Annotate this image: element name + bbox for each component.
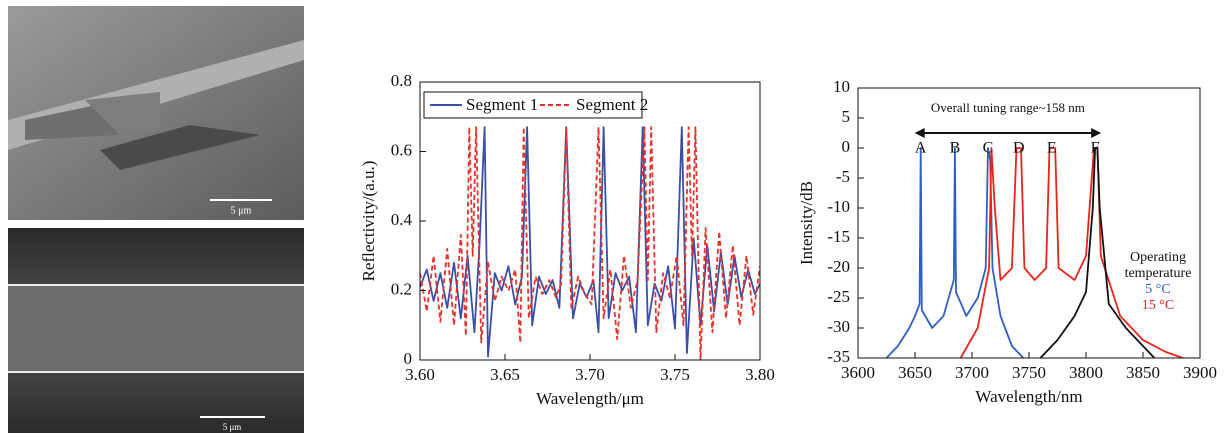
x-tick-label: 3750 <box>1012 363 1046 382</box>
arrow-head <box>1091 128 1102 138</box>
y-tick-label: 0.4 <box>391 210 413 229</box>
arrow-head <box>914 128 925 138</box>
series-line <box>420 126 760 360</box>
y-tick-label: -25 <box>827 287 850 306</box>
y-tick-label: 5 <box>842 107 851 126</box>
x-tick-label: 3.75 <box>660 365 690 384</box>
x-tick-label: 3.60 <box>405 365 435 384</box>
y-tick-label: -20 <box>827 257 850 276</box>
y-tick-label: 0 <box>404 349 413 368</box>
plot-area <box>420 126 760 360</box>
x-tick-label: 3900 <box>1183 363 1217 382</box>
legend-label: Segment 1 <box>466 95 538 114</box>
x-tick-label: 3.80 <box>745 365 775 384</box>
y-tick-label: 0.6 <box>391 140 412 159</box>
x-tick-label: 3850 <box>1126 363 1160 382</box>
legend-label: Operating temperature <box>1124 250 1192 281</box>
y-tick-label: 0.8 <box>391 71 412 90</box>
y-tick-label: 0.2 <box>391 279 412 298</box>
y-tick-label: -5 <box>836 167 850 186</box>
y-axis-label: Intensity/dB <box>797 181 816 265</box>
legend-label: Segment 2 <box>576 95 648 114</box>
series-line <box>1039 147 1156 358</box>
scale-bar-label: 5 μm <box>231 205 252 216</box>
annotation: Overall tuning range~158 nm <box>931 100 1085 115</box>
x-tick-label: 3.70 <box>575 365 605 384</box>
y-axis-label: Reflectivity/(a.u.) <box>359 161 378 282</box>
legend-label: 15 °C <box>1141 298 1175 313</box>
series-line <box>959 147 1184 358</box>
series-line <box>885 147 1024 358</box>
series-line <box>420 126 760 358</box>
peak-label: A <box>915 140 927 157</box>
peak-label: D <box>1013 140 1025 157</box>
x-axis-label: Wavelength/nm <box>975 387 1082 406</box>
x-axis-label: Wavelength/μm <box>536 389 644 408</box>
x-tick-label: 3800 <box>1069 363 1103 382</box>
plot-frame <box>857 87 1201 359</box>
peak-label: F <box>1091 140 1100 157</box>
x-tick-label: 3600 <box>841 363 875 382</box>
sem-image-top: 5 μm <box>8 6 304 220</box>
y-tick-label: -15 <box>827 227 850 246</box>
x-tick-label: 3.65 <box>490 365 520 384</box>
y-tick-label: -10 <box>827 197 850 216</box>
peak-label: B <box>950 140 961 157</box>
y-tick-label: 0 <box>842 137 851 156</box>
scale-bar-label: 5 μm <box>223 422 242 432</box>
legend-label: 5 °C <box>1145 282 1171 297</box>
peak-label: C <box>983 140 994 157</box>
plot-area <box>885 147 1184 358</box>
x-tick-label: 3700 <box>955 363 989 382</box>
y-tick-label: 10 <box>833 77 850 96</box>
y-tick-label: -35 <box>827 347 850 366</box>
legend: Operating temperature 5 °C 15 °C <box>1108 250 1208 314</box>
y-tick-label: -30 <box>827 317 850 336</box>
plot-frame <box>419 81 761 361</box>
x-tick-label: 3650 <box>898 363 932 382</box>
peak-label: E <box>1047 140 1057 157</box>
sem-image-bottom: 5 μm <box>8 228 304 433</box>
